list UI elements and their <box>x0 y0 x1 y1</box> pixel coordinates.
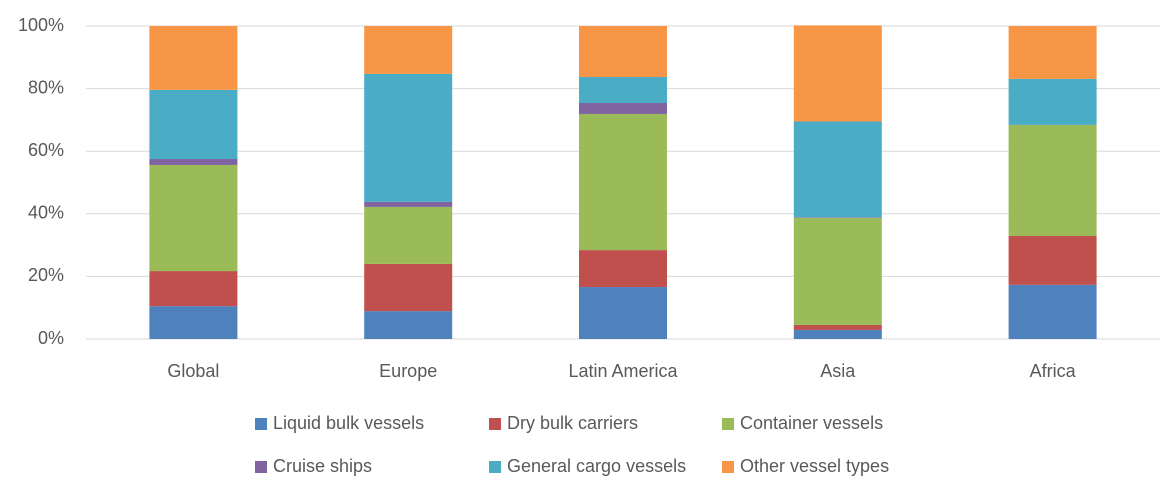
legend-label: Dry bulk carriers <box>507 413 638 433</box>
bar-segment <box>793 121 882 218</box>
bar-segment <box>149 306 238 339</box>
legend-label: General cargo vessels <box>507 456 686 476</box>
bar-segment <box>579 77 667 103</box>
bar-segment <box>793 324 882 330</box>
bar-segment <box>149 89 238 160</box>
bar-segment <box>149 26 238 90</box>
y-tick-label: 60% <box>28 140 64 160</box>
legend-swatch <box>489 418 501 430</box>
bar-segment <box>149 159 238 165</box>
x-tick-label: Latin America <box>568 361 678 381</box>
bar-segment <box>579 250 667 288</box>
bar-segment <box>364 26 453 74</box>
bar-segment <box>579 26 667 78</box>
bar-segment <box>793 25 882 122</box>
x-tick-label: Asia <box>820 361 856 381</box>
bar-segment <box>793 217 882 218</box>
y-tick-label: 0% <box>38 328 64 348</box>
bar-segment <box>793 329 882 339</box>
bar-segment <box>1008 124 1097 237</box>
bar-segment <box>1008 78 1097 125</box>
legend-swatch <box>722 461 734 473</box>
x-tick-label: Europe <box>379 361 437 381</box>
legend-swatch <box>722 418 734 430</box>
bar-segment <box>364 73 453 202</box>
bar-segment <box>149 164 238 272</box>
bar-segment <box>364 263 453 312</box>
legend-swatch <box>255 461 267 473</box>
bar-segment <box>149 271 238 307</box>
bar-segment <box>364 311 453 339</box>
legend-label: Other vessel types <box>740 456 889 476</box>
legend-swatch <box>255 418 267 430</box>
y-tick-label: 40% <box>28 203 64 223</box>
bar-segment <box>1008 26 1097 79</box>
bar-segment <box>579 102 667 114</box>
bar-segment <box>1008 236 1097 285</box>
y-tick-label: 100% <box>18 15 64 35</box>
bar-segment <box>364 201 453 207</box>
legend-label: Cruise ships <box>273 456 372 476</box>
legend-swatch <box>489 461 501 473</box>
legend-label: Container vessels <box>740 413 883 433</box>
y-tick-label: 80% <box>28 77 64 97</box>
x-tick-label: Africa <box>1030 361 1077 381</box>
bar-segment <box>579 287 667 339</box>
bar-segment <box>579 113 667 251</box>
bar-segment <box>364 206 453 264</box>
x-tick-label: Global <box>167 361 219 381</box>
legend-label: Liquid bulk vessels <box>273 413 424 433</box>
bar-segment <box>1008 284 1097 339</box>
bar-segment <box>793 217 882 325</box>
y-tick-label: 20% <box>28 265 64 285</box>
